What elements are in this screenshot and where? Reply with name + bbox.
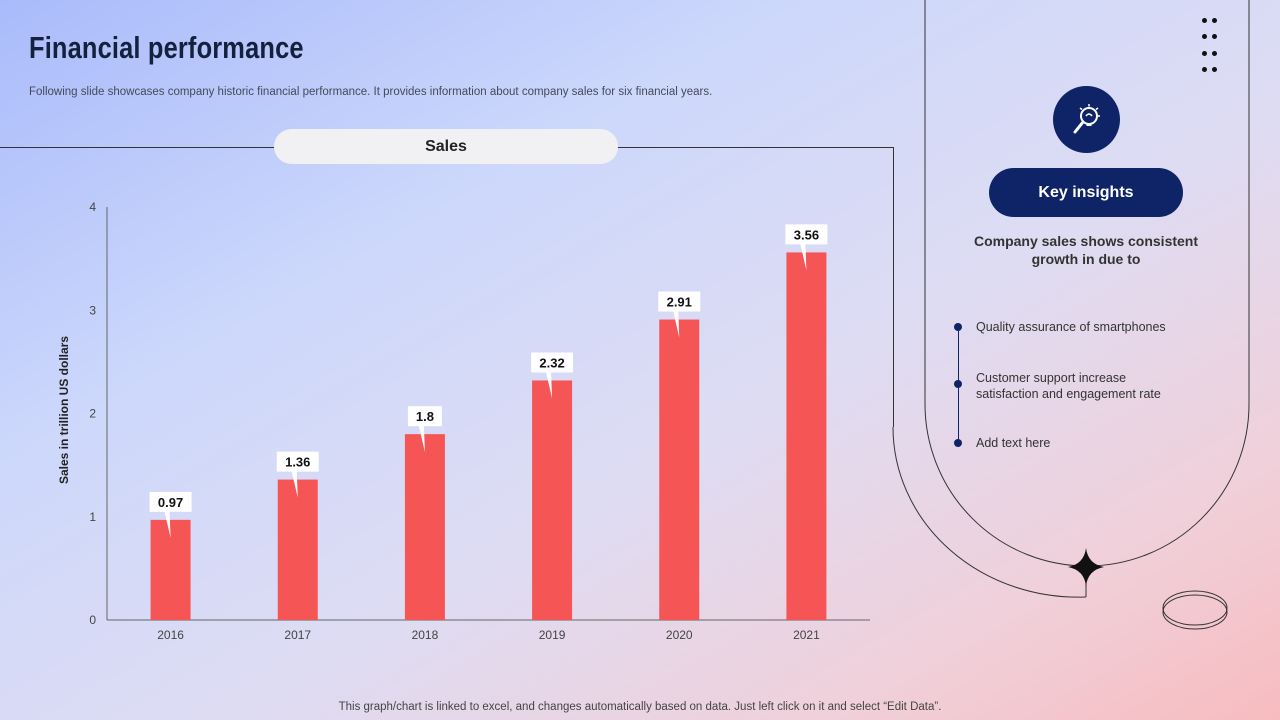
y-tick-label: 2 [89, 407, 96, 421]
sales-chart-title-pill: Sales [274, 129, 618, 164]
x-tick-label: 2017 [284, 628, 311, 642]
data-label: 3.56 [794, 227, 819, 242]
dots-grid-icon [1201, 17, 1219, 75]
data-label: 2.32 [539, 355, 564, 370]
insight-item: Add text here [976, 436, 1051, 450]
insight-item: Quality assurance of smartphones [976, 320, 1166, 334]
bar-2021 [786, 252, 827, 620]
data-label: 1.8 [416, 409, 434, 424]
y-tick-label: 1 [89, 510, 96, 524]
data-label-callout [149, 491, 192, 538]
data-label: 2.91 [667, 295, 692, 310]
footnote: This graph/chart is linked to excel, and… [338, 701, 942, 713]
insights-heading: Company sales shows consistent growth in… [973, 233, 1199, 267]
data-label: 0.97 [158, 495, 183, 510]
page-subtitle: Following slide showcases company histor… [29, 86, 713, 98]
data-label-callout [407, 406, 442, 453]
timeline-dot [954, 439, 962, 447]
x-tick-label: 2016 [157, 628, 184, 642]
x-tick-label: 2019 [539, 628, 566, 642]
bar-2017 [277, 479, 318, 620]
x-tick-label: 2021 [793, 628, 820, 642]
bar-2018 [404, 434, 445, 620]
data-label: 1.36 [285, 455, 310, 470]
frame-vertical-line [893, 147, 894, 427]
timeline-dot [954, 323, 962, 331]
bar-2020 [659, 319, 700, 620]
x-tick-label: 2018 [412, 628, 439, 642]
x-tick-label: 2020 [666, 628, 693, 642]
timeline-dot [954, 380, 962, 388]
page-title: Financial performance [29, 30, 304, 65]
y-axis-title: Sales in trillion US dollars [57, 336, 71, 484]
key-insights-button[interactable]: Key insights [989, 168, 1183, 217]
y-tick-label: 3 [89, 303, 96, 317]
data-label-callout [785, 224, 828, 271]
data-label-callout [658, 291, 701, 338]
sales-bar-chart: 0 1 2 3 4 0.97 2016 1.36 2017 1.8 2018 2.32 2019 2.9… [57, 200, 870, 642]
sparkle-star-icon [1068, 548, 1104, 586]
data-label-callout [531, 352, 574, 399]
bar-2019 [532, 380, 573, 620]
y-tick-label: 0 [89, 613, 96, 627]
bar-2016 [150, 519, 191, 620]
data-label-callout [276, 451, 319, 498]
y-tick-label: 4 [89, 200, 96, 214]
insight-item: Customer support increase satisfaction a… [976, 371, 1161, 401]
ring-decoration-icon [1162, 590, 1228, 630]
lightbulb-magnifier-icon [1053, 86, 1120, 153]
